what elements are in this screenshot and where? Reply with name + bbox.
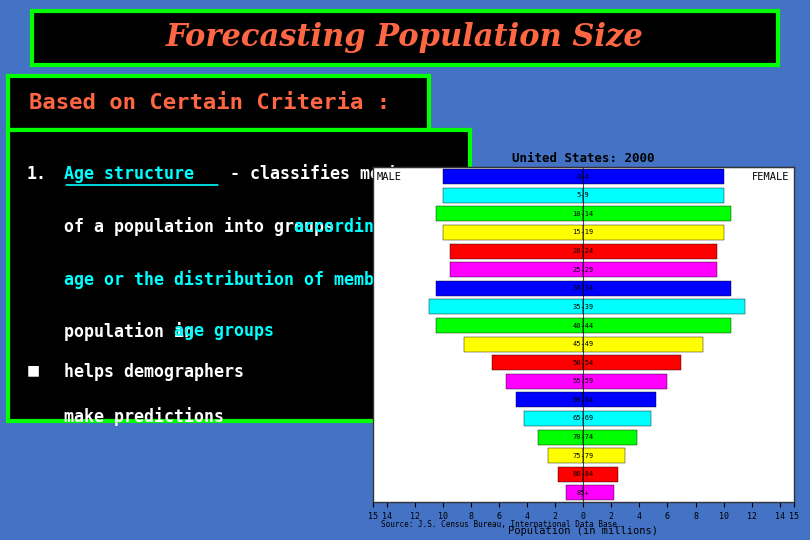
Text: helps demographers: helps demographers bbox=[63, 363, 244, 381]
Text: of a population into groups: of a population into groups bbox=[63, 217, 343, 236]
Text: 10-14: 10-14 bbox=[573, 211, 594, 217]
Bar bbox=[436, 281, 583, 296]
Bar bbox=[583, 169, 723, 184]
Bar bbox=[450, 244, 583, 259]
Bar bbox=[516, 393, 583, 407]
Text: 75-79: 75-79 bbox=[573, 453, 594, 458]
Bar bbox=[443, 188, 583, 202]
Title: United States: 2000: United States: 2000 bbox=[512, 152, 654, 165]
Text: Forecasting Population Size: Forecasting Population Size bbox=[166, 22, 644, 53]
Bar bbox=[583, 448, 625, 463]
Text: Source: J.S. Census Bureau, International Data Base.: Source: J.S. Census Bureau, Internationa… bbox=[381, 520, 621, 529]
Text: 55-59: 55-59 bbox=[573, 379, 594, 384]
Text: 0-4: 0-4 bbox=[577, 174, 590, 180]
Text: - classifies members: - classifies members bbox=[220, 165, 430, 183]
Text: 40-44: 40-44 bbox=[573, 322, 594, 328]
Bar bbox=[464, 336, 583, 352]
Text: Based on Certain Criteria :: Based on Certain Criteria : bbox=[29, 92, 390, 113]
Text: 50-54: 50-54 bbox=[573, 360, 594, 366]
Bar bbox=[583, 318, 731, 333]
Text: 20-24: 20-24 bbox=[573, 248, 594, 254]
Text: make predictions: make predictions bbox=[63, 407, 224, 426]
Bar bbox=[583, 300, 744, 314]
Bar bbox=[583, 188, 723, 202]
Bar bbox=[436, 318, 583, 333]
X-axis label: Population (in millions): Population (in millions) bbox=[508, 526, 659, 536]
Text: 5-9: 5-9 bbox=[577, 192, 590, 198]
Bar bbox=[428, 300, 583, 314]
Text: 85+: 85+ bbox=[577, 490, 590, 496]
Bar bbox=[583, 336, 702, 352]
Bar bbox=[524, 411, 583, 426]
Text: 45-49: 45-49 bbox=[573, 341, 594, 347]
Text: of a: of a bbox=[382, 269, 432, 288]
Text: according to: according to bbox=[294, 217, 415, 236]
Bar bbox=[583, 374, 667, 389]
Bar bbox=[583, 206, 731, 221]
Bar bbox=[566, 485, 583, 501]
Bar bbox=[450, 262, 583, 277]
Text: 65-69: 65-69 bbox=[573, 415, 594, 422]
Bar bbox=[539, 430, 583, 444]
Text: 80-84: 80-84 bbox=[573, 471, 594, 477]
Bar bbox=[443, 169, 583, 184]
Text: MALE: MALE bbox=[377, 172, 402, 183]
Text: 15-19: 15-19 bbox=[573, 230, 594, 235]
Text: 1.: 1. bbox=[27, 165, 46, 183]
Bar bbox=[583, 281, 731, 296]
Bar bbox=[436, 206, 583, 221]
Bar bbox=[583, 262, 717, 277]
Bar bbox=[583, 411, 650, 426]
Text: 25-29: 25-29 bbox=[573, 267, 594, 273]
Bar bbox=[443, 225, 583, 240]
Bar bbox=[583, 355, 681, 370]
Text: FEMALE: FEMALE bbox=[752, 172, 790, 183]
Text: 35-39: 35-39 bbox=[573, 304, 594, 310]
Bar bbox=[583, 244, 717, 259]
Text: 60-64: 60-64 bbox=[573, 397, 594, 403]
Text: age or the distribution of members: age or the distribution of members bbox=[63, 269, 403, 288]
Bar bbox=[506, 374, 583, 389]
Bar bbox=[492, 355, 583, 370]
Bar bbox=[583, 430, 637, 444]
Bar bbox=[583, 225, 723, 240]
Text: 70-74: 70-74 bbox=[573, 434, 594, 440]
Bar bbox=[583, 467, 618, 482]
Text: Age structure: Age structure bbox=[63, 165, 194, 183]
Bar bbox=[583, 393, 656, 407]
Bar bbox=[558, 467, 583, 482]
Text: age groups: age groups bbox=[174, 322, 275, 340]
Text: population in: population in bbox=[63, 322, 203, 341]
Bar bbox=[548, 448, 583, 463]
Text: 30-34: 30-34 bbox=[573, 285, 594, 291]
Bar bbox=[583, 485, 614, 501]
Text: ■: ■ bbox=[27, 363, 40, 377]
